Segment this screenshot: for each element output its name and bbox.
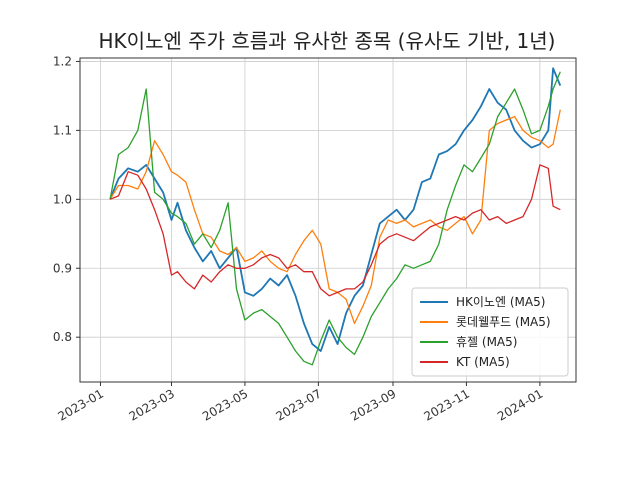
x-tick-label: 2023-05 (200, 386, 250, 423)
legend: HK이노엔 (MA5) 롯데웰푸드 (MA5) 휴젤 (MA5) KT (MA5) (411, 287, 569, 377)
y-tick-label: 1.1 (53, 123, 72, 137)
x-tick-label: 2023-09 (348, 386, 398, 423)
x-tick-label: 2023-11 (422, 386, 472, 423)
chart-title: HK이노엔 주가 흐름과 유사한 종목 (유사도 기반, 1년) (99, 29, 556, 53)
y-tick-label: 1.0 (53, 192, 72, 206)
legend-box (411, 287, 569, 377)
y-axis: 0.8 0.9 1.0 1.1 1.2 (53, 54, 80, 344)
series-line-3 (109, 71, 561, 366)
series-line-4 (109, 164, 561, 297)
legend-label: 휴젤 (MA5) (456, 335, 517, 349)
x-tick-label: 2023-03 (127, 386, 177, 423)
y-tick-label: 0.8 (53, 330, 72, 344)
y-tick-label: 1.2 (53, 54, 72, 68)
y-tick-label: 0.9 (53, 261, 72, 275)
x-axis: 2023-01 2023-03 2023-05 2023-07 2023-09 2023-… (56, 382, 545, 424)
series-lines (109, 67, 562, 366)
legend-label: 롯데웰푸드 (MA5) (456, 315, 551, 329)
plot-area-frame (79, 57, 577, 383)
x-tick-label: 2024-01 (495, 386, 545, 423)
x-tick-label: 2023-07 (273, 386, 323, 423)
x-tick-label: 2023-01 (56, 386, 106, 423)
series-line-1 (109, 67, 562, 352)
legend-label: KT (MA5) (456, 355, 510, 369)
legend-label: HK이노엔 (MA5) (456, 295, 545, 309)
